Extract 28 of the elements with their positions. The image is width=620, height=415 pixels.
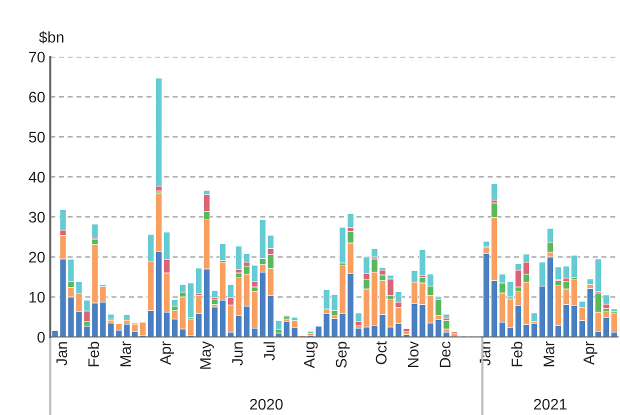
- x-tick-label: Feb: [511, 342, 522, 366]
- x-tick-label: Jun: [232, 342, 243, 366]
- y-tick-label: 10: [30, 292, 45, 303]
- x-tick-label: Mar: [544, 341, 554, 366]
- y-axis-title: $bn: [39, 31, 64, 44]
- text: 2020: [250, 398, 283, 410]
- x-tick-label: Apr: [160, 341, 174, 365]
- x-tick-label: Jul: [264, 342, 275, 360]
- text: 2021: [534, 398, 566, 410]
- x-tick-label: May: [200, 341, 214, 369]
- x-tick-label: Sep: [336, 342, 350, 368]
- x-tick-label: Aug: [304, 342, 318, 368]
- x-tick-label: Nov: [408, 341, 419, 368]
- bar: [490, 183, 498, 200]
- x-tick-label: Dec: [440, 342, 451, 368]
- y-tick-label: 50: [28, 132, 45, 143]
- y-tick-label: 60: [29, 92, 45, 103]
- x-tick-label: Oct: [376, 341, 387, 364]
- bar: [124, 314, 130, 320]
- x-tick-label: Apr: [584, 341, 598, 365]
- y-tick-label: 30: [28, 212, 45, 223]
- y-tick-label: 20: [29, 252, 45, 263]
- x-tick-label: Mar: [120, 341, 131, 366]
- y-tick-label: 70: [29, 52, 45, 63]
- x-tick-label: Jan: [56, 342, 68, 366]
- x-tick-label: Feb: [88, 342, 100, 366]
- y-tick-label: 40: [28, 172, 45, 183]
- y-tick-label: 0: [37, 332, 45, 343]
